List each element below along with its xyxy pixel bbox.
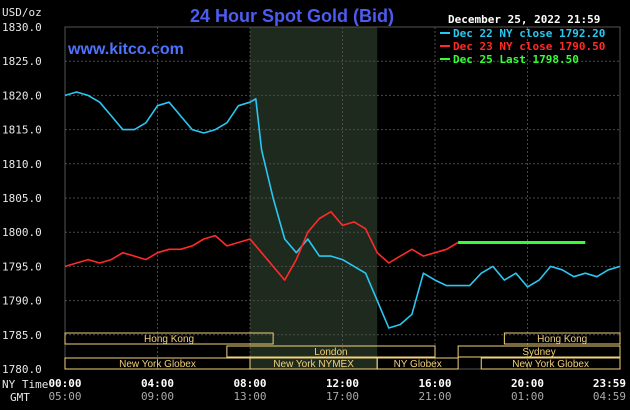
y-unit-label: USD/oz <box>2 6 42 19</box>
session-label: New York NYMEX <box>273 359 354 370</box>
timestamp: December 25, 2022 21:59 <box>448 13 600 26</box>
y-tick-label: 1825.0 <box>2 55 42 68</box>
x-tick-gmt: 17:00 <box>326 390 359 403</box>
session-label: Sydney <box>522 347 555 358</box>
session-box <box>376 357 459 370</box>
grid-layer <box>64 26 621 370</box>
session-box <box>64 332 274 345</box>
x-tick-gmt: 13:00 <box>233 390 266 403</box>
y-tick-label: 1785.0 <box>2 329 42 342</box>
x-tick-ny: 16:00 <box>418 377 451 390</box>
x-tick-ny: 04:00 <box>141 377 174 390</box>
y-tick-label: 1815.0 <box>2 124 42 137</box>
chart-title: 24 Hour Spot Gold (Bid) <box>190 6 394 26</box>
y-tick-label: 1800.0 <box>2 226 42 239</box>
y-tick-label: 1795.0 <box>2 260 42 273</box>
y-tick-label: 1820.0 <box>2 89 42 102</box>
legend-label: Dec 22 NY close 1792.20 <box>453 27 605 40</box>
session-label: New York Globex <box>119 359 196 370</box>
x-tick-ny: 12:00 <box>326 377 359 390</box>
y-tick-label: 1830.0 <box>2 21 42 34</box>
y-tick-label: 1810.0 <box>2 158 42 171</box>
y-tick-label: 1805.0 <box>2 192 42 205</box>
legend-label: Dec 23 NY close 1790.50 <box>453 40 605 53</box>
y-tick-label: 1780.0 <box>2 363 42 376</box>
x-tick-ny: 08:00 <box>233 377 266 390</box>
session-label: Hong Kong <box>537 334 587 345</box>
gmt-label: GMT <box>10 391 30 404</box>
legend-label: Dec 25 Last 1798.50 <box>453 53 579 66</box>
session-box <box>503 332 621 345</box>
session-label: NY Globex <box>394 359 442 370</box>
kitco-url-link[interactable]: www.kitco.com <box>67 41 184 58</box>
series-line-2 <box>64 210 459 281</box>
session-label: Hong Kong <box>144 334 194 345</box>
x-tick-gmt: 01:00 <box>511 390 544 403</box>
x-tick-gmt: 09:00 <box>141 390 174 403</box>
x-tick-gmt: 21:00 <box>418 390 451 403</box>
session-box <box>226 345 436 358</box>
x-tick-ny: 20:00 <box>511 377 544 390</box>
ny-time-label: NY Time <box>2 378 48 391</box>
x-tick-gmt: 04:59 <box>593 390 626 403</box>
session-box <box>480 357 621 370</box>
x-tick-gmt: 05:00 <box>48 390 81 403</box>
y-tick-layer: 1780.0 1785.0 1790.0 1795.0 1800.0 1805.0 1810… <box>2 21 42 376</box>
session-box <box>457 345 621 358</box>
y-tick-label: 1790.0 <box>2 295 42 308</box>
session-label: New York Globex <box>512 359 589 370</box>
x-tick-ny: 00:00 <box>48 377 81 390</box>
session-label: London <box>314 347 347 358</box>
series-line-1 <box>64 91 621 329</box>
series-layer <box>64 91 621 329</box>
x-tick-ny: 23:59 <box>593 377 626 390</box>
